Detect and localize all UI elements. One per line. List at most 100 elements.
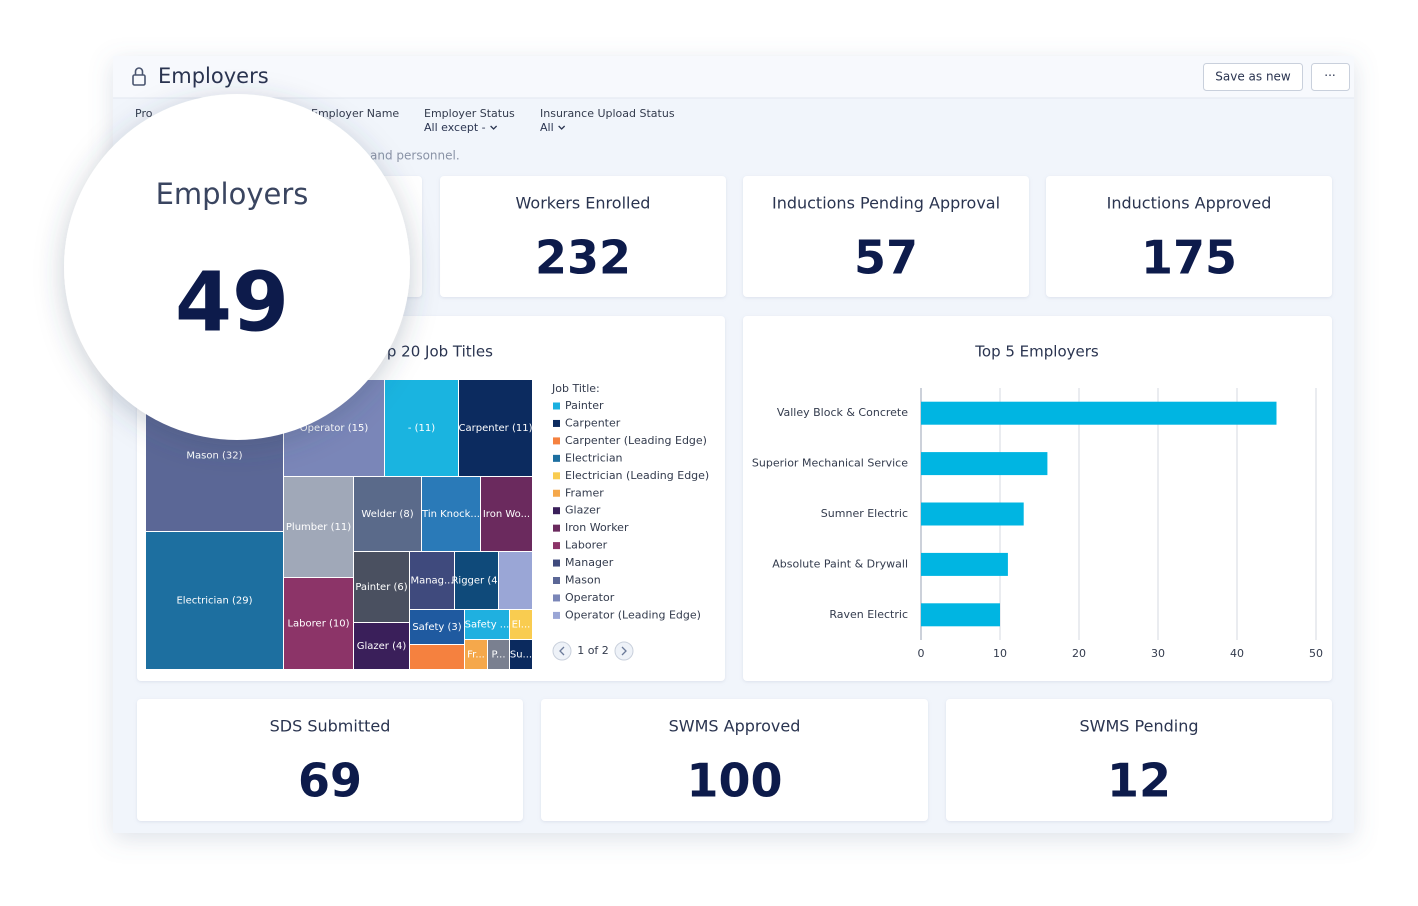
legend-swatch	[553, 577, 560, 584]
treemap-label: Safety (3)	[412, 622, 461, 633]
treemap-cell	[385, 380, 458, 476]
bar-card	[743, 316, 1332, 681]
legend-label: Laborer	[565, 539, 608, 552]
treemap-cell	[499, 552, 532, 609]
description: and personnel.	[370, 149, 460, 163]
legend-label: Electrician (Leading Edge)	[565, 469, 709, 482]
legend-swatch	[553, 611, 560, 619]
bar	[921, 552, 1008, 576]
filter-value[interactable]: All except -	[424, 121, 486, 134]
treemap-label: Glazer (4)	[357, 641, 407, 652]
kpi-card	[946, 699, 1332, 821]
magnifier	[64, 94, 410, 440]
treemap-cell	[422, 477, 480, 551]
chevron-icon[interactable]	[558, 125, 566, 130]
kpi-value: 100	[686, 754, 782, 808]
kpi-title: SDS Submitted	[270, 717, 391, 736]
x-tick-label: 10	[993, 647, 1007, 660]
treemap-cell	[146, 532, 283, 669]
treemap-label: Welder (8)	[361, 509, 413, 520]
legend-title: Job Title:	[551, 382, 600, 395]
filter-label: Employer Status	[424, 107, 515, 120]
kpi-title: Inductions Pending Approval	[772, 194, 1000, 213]
pager-next[interactable]	[614, 641, 634, 661]
legend-swatch	[553, 524, 560, 532]
kpi-card	[1046, 176, 1332, 297]
treemap-label: Mason (32)	[186, 451, 242, 462]
save-button[interactable]	[1203, 63, 1303, 91]
filter-label: Insurance Upload Status	[540, 107, 675, 120]
treemap-label: Electrician (29)	[176, 596, 252, 607]
x-tick-label: 30	[1151, 647, 1165, 660]
legend-swatch	[553, 507, 560, 515]
treemap-label: Plumber (11)	[286, 522, 351, 533]
treemap-cell	[354, 477, 421, 551]
kpi-card	[440, 176, 726, 297]
pager-next-icon[interactable]	[621, 646, 627, 656]
legend-swatch	[553, 559, 560, 567]
treemap-cell	[510, 610, 532, 639]
treemap-label: Rigger (4)	[451, 576, 501, 587]
treemap-label: Carpenter (11)	[459, 423, 533, 434]
treemap-label: Operator (15)	[300, 423, 369, 434]
legend-label: Mason	[565, 574, 601, 587]
legend-label: Framer	[565, 486, 604, 499]
y-tick-label: Raven Electric	[829, 608, 908, 621]
legend-label: Operator (Leading Edge)	[565, 608, 701, 621]
bar	[921, 401, 1277, 425]
legend-swatch	[553, 542, 560, 550]
magnified-kpi-title: Employers	[156, 177, 309, 211]
treemap-cell	[455, 552, 498, 609]
kpi-title: Inductions Approved	[1107, 194, 1272, 213]
y-tick-label: Sumner Electric	[821, 507, 908, 520]
legend-label: Painter	[565, 399, 604, 412]
treemap-label: Painter (6)	[355, 582, 407, 593]
lock-icon	[132, 67, 146, 86]
more-button[interactable]	[1311, 63, 1350, 91]
filter-value[interactable]: All	[540, 121, 554, 134]
more-button-label[interactable]: ···	[1324, 69, 1335, 83]
treemap-label: Tin Knock...	[421, 509, 480, 520]
legend-swatch	[553, 454, 560, 462]
kpi-value: 175	[1141, 231, 1237, 285]
treemap-cell	[354, 623, 409, 669]
legend-label: Carpenter	[565, 416, 621, 429]
legend-swatch	[553, 402, 560, 410]
pager-prev[interactable]	[552, 641, 572, 661]
x-tick-label: 0	[918, 647, 925, 660]
legend-label: Electrician	[565, 451, 623, 464]
filter-label: Employer Name	[311, 107, 399, 120]
treemap-cell	[410, 552, 454, 609]
treemap-label: Fr...	[467, 650, 485, 661]
kpi-title: SWMS Approved	[669, 717, 801, 736]
treemap-cell	[465, 610, 509, 639]
kpi-value: 12	[1107, 754, 1171, 808]
chart-title: Top 5 Employers	[974, 343, 1099, 361]
kpi-title: SWMS Pending	[1080, 717, 1199, 736]
y-tick-label: Absolute Paint & Drywall	[772, 557, 908, 570]
treemap-cell	[465, 640, 487, 669]
x-tick-label: 50	[1309, 647, 1323, 660]
legend-label: Glazer	[565, 504, 601, 517]
kpi-value: 69	[298, 754, 362, 808]
save-button-label[interactable]: Save as new	[1215, 70, 1291, 84]
kpi-card	[541, 699, 928, 821]
kpi-card	[137, 699, 523, 821]
legend-swatch	[553, 472, 560, 480]
bar	[921, 502, 1024, 526]
treemap-cell	[410, 645, 464, 669]
chevron-icon[interactable]	[490, 125, 498, 130]
kpi-value: 57	[854, 231, 918, 285]
legend-swatch	[553, 437, 560, 445]
y-tick-label: Superior Mechanical Service	[752, 457, 908, 470]
kpi-value: 232	[535, 231, 631, 285]
pager-prev-icon[interactable]	[559, 646, 565, 656]
x-tick-label: 20	[1072, 647, 1086, 660]
treemap-cell	[481, 477, 532, 551]
treemap-label: Iron Wo...	[483, 509, 530, 520]
legend-label: Carpenter (Leading Edge)	[565, 434, 707, 447]
treemap-label: Safety ...	[465, 620, 510, 631]
legend-label: Iron Worker	[565, 521, 629, 534]
